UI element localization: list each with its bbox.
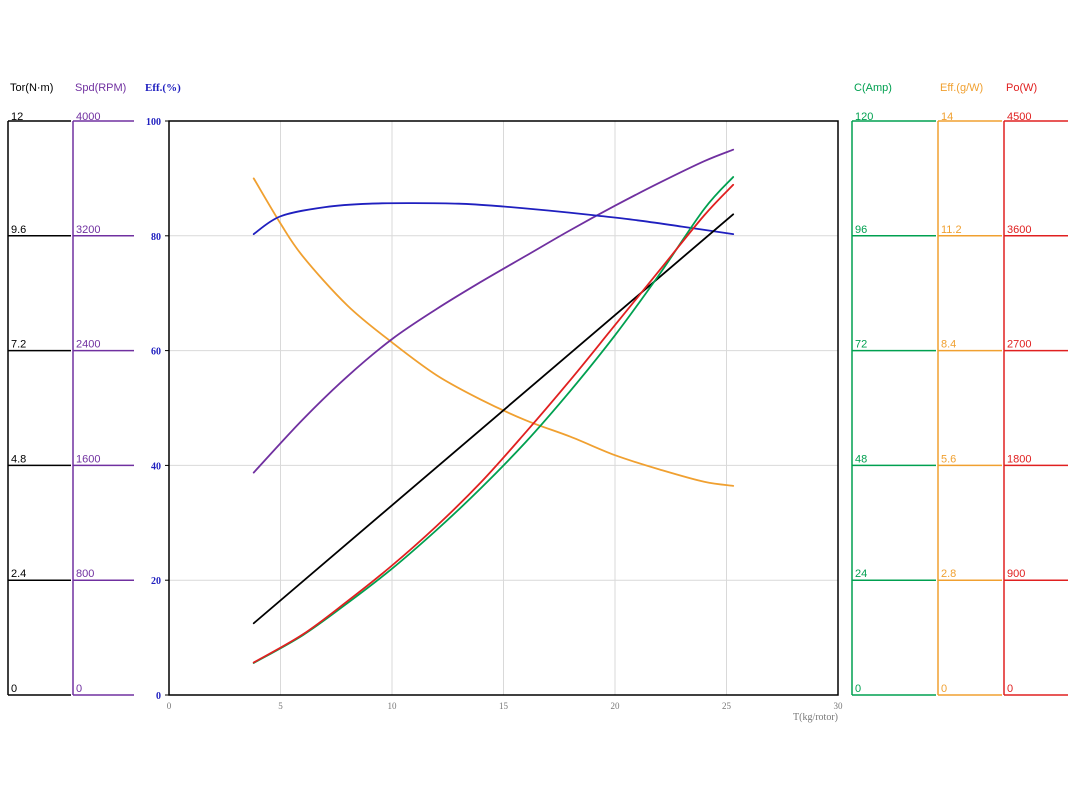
po-tick-label: 1800 — [1007, 453, 1031, 465]
x-tick-label: 25 — [722, 701, 732, 711]
tor-tick-label: 12 — [11, 111, 23, 123]
spd-tick-label: 0 — [76, 683, 82, 695]
x-tick-label: 0 — [167, 701, 172, 711]
eff-series-line — [252, 202, 735, 235]
effg-tick-label: 11.2 — [941, 224, 962, 236]
spd-axis: Spd(RPM) 0 800 1600 2400 3200 4000 — [72, 82, 134, 696]
eff-tick-label: 100 — [146, 117, 161, 128]
eff-tick-label: 0 — [156, 691, 161, 702]
spd-axis-title: Spd(RPM) — [75, 82, 126, 94]
effg-tick-label: 2.8 — [941, 568, 956, 580]
eff-tick-label: 40 — [151, 461, 161, 472]
effg-axis: Eff.(g/W) 0 2.8 5.6 8.4 11.2 14 — [937, 82, 1002, 696]
tor-tick-label: 4.8 — [11, 453, 26, 465]
effg-series-line — [252, 177, 735, 487]
tor-tick-label: 2.4 — [11, 568, 26, 580]
po-tick-label: 0 — [1007, 683, 1013, 695]
eff-axis: Eff.(%) 0 20 40 60 80 100 — [145, 82, 181, 702]
eff-tick-label: 20 — [151, 576, 161, 587]
x-axis-title: T(kg/rotor) — [793, 712, 838, 723]
x-tick-label: 15 — [499, 701, 509, 711]
cur-tick-label: 96 — [855, 224, 867, 236]
cur-tick-label: 0 — [855, 683, 861, 695]
po-tick-label: 4500 — [1007, 111, 1031, 123]
effg-tick-label: 14 — [941, 111, 953, 123]
cur-tick-label: 120 — [855, 111, 873, 123]
spd-series-line — [252, 148, 735, 474]
spd-tick-label: 4000 — [76, 111, 100, 123]
x-tick-label: 20 — [611, 701, 621, 711]
tor-tick-label: 9.6 — [11, 224, 26, 236]
grid-layer — [169, 121, 838, 695]
tor-tick-label: 7.2 — [11, 339, 26, 351]
spd-tick-label: 800 — [76, 568, 94, 580]
cur-axis: C(Amp) 0 24 48 72 96 120 — [851, 82, 936, 696]
spd-tick-label: 2400 — [76, 339, 100, 351]
x-tick-label: 5 — [278, 701, 283, 711]
po-axis: Po(W) 0 900 1800 2700 3600 4500 — [1003, 82, 1068, 696]
tor-axis-title: Tor(N·m) — [10, 82, 53, 94]
effg-axis-title: Eff.(g/W) — [940, 82, 983, 94]
cur-axis-title: C(Amp) — [854, 82, 892, 94]
po-tick-label: 2700 — [1007, 339, 1031, 351]
x-tick-label: 30 — [834, 701, 844, 711]
po-tick-label: 900 — [1007, 568, 1025, 580]
series-layer — [252, 148, 735, 664]
po-tick-label: 3600 — [1007, 224, 1031, 236]
eff-tick-label: 80 — [151, 232, 161, 243]
effg-tick-label: 8.4 — [941, 339, 956, 351]
po-axis-title: Po(W) — [1006, 82, 1037, 94]
tor-series-line — [252, 213, 735, 625]
spd-tick-label: 3200 — [76, 224, 100, 236]
cur-tick-label: 48 — [855, 453, 867, 465]
plot-frame — [168, 120, 839, 696]
tor-axis: Tor(N·m) 0 2.4 4.8 7.2 9.6 12 — [7, 82, 71, 696]
effg-tick-label: 5.6 — [941, 453, 956, 465]
axes-layer: Tor(N·m)02.44.87.29.612Spd(RPM)080016002… — [7, 82, 1068, 702]
cur-series-line — [252, 176, 735, 664]
spd-tick-label: 1600 — [76, 453, 100, 465]
cur-tick-label: 72 — [855, 339, 867, 351]
tor-tick-label: 0 — [11, 683, 17, 695]
eff-tick-label: 60 — [151, 347, 161, 358]
cur-tick-label: 24 — [855, 568, 867, 580]
x-axis: T(kg/rotor) 0 5 10 15 20 25 30 — [167, 701, 843, 723]
eff-axis-title: Eff.(%) — [145, 82, 181, 94]
po-series-line — [252, 183, 735, 664]
x-tick-label: 10 — [388, 701, 398, 711]
effg-tick-label: 0 — [941, 683, 947, 695]
